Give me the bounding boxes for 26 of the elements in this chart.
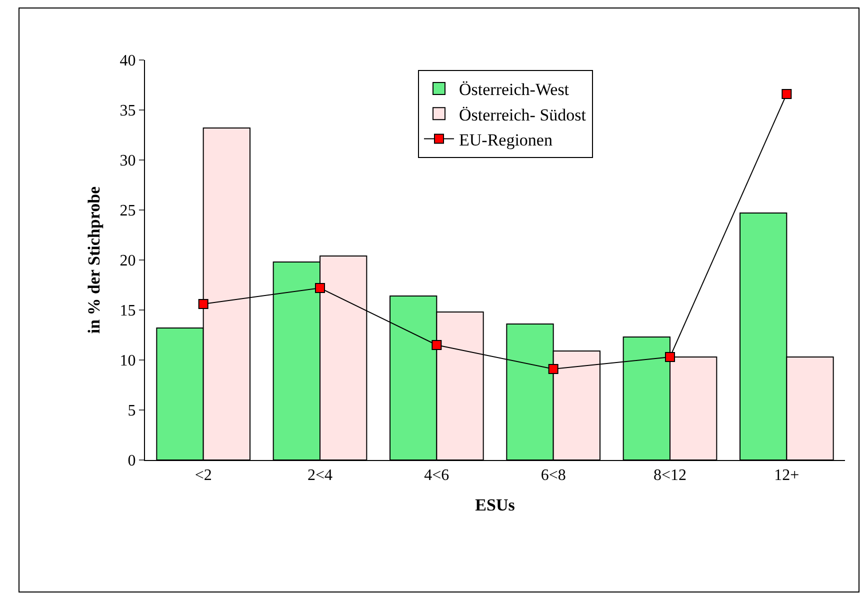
point (665, 352, 675, 362)
legend-label: Österreich- Südost (459, 105, 586, 124)
y-tick-label: 15 (120, 302, 136, 320)
y-tick-label: 30 (120, 152, 136, 170)
y-tick-label: 10 (120, 352, 136, 370)
y-tick-label: 40 (120, 52, 136, 70)
point (315, 283, 325, 293)
x-tick-label: 8<12 (653, 467, 687, 484)
x-tick-label: 6<8 (540, 467, 566, 484)
legend-label: EU-Regionen (459, 130, 553, 150)
x-tick-label: <2 (194, 467, 212, 484)
legend-label: Österreich-West (459, 80, 570, 100)
y-tick-label: 20 (120, 252, 136, 270)
x-axis-title: ESUs (475, 496, 516, 515)
point (198, 299, 208, 309)
point (548, 364, 558, 374)
x-tick-label: 2<4 (307, 467, 333, 484)
x-tick-label: 4<6 (424, 467, 450, 484)
y-tick-label: 5 (128, 402, 136, 420)
point (432, 340, 442, 350)
y-tick-label: 35 (120, 102, 136, 120)
y-tick-label: 25 (120, 202, 136, 220)
y-axis-title: in % der Stichprobe (84, 186, 104, 334)
x-tick-label: 12+ (774, 467, 800, 484)
point (782, 89, 792, 99)
y-tick-label: 0 (128, 452, 136, 470)
